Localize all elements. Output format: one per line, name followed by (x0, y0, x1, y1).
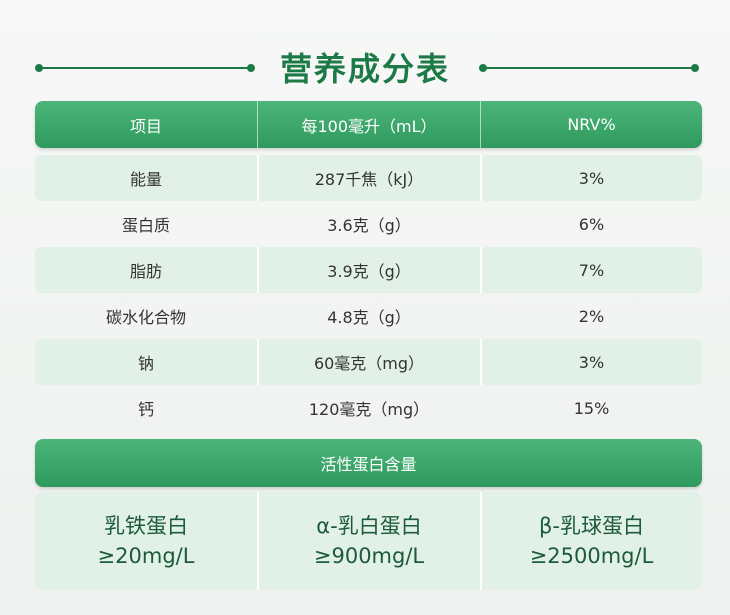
separator (480, 101, 481, 148)
table-cell: 钙 (137, 400, 154, 419)
table-cell: 4.8克（g） (327, 308, 411, 327)
column-header: 每100毫升（mL） (301, 116, 437, 136)
column-header: 项目 (129, 116, 162, 136)
separator (480, 155, 482, 201)
table-cell: 3% (578, 352, 605, 372)
separator (257, 155, 259, 201)
row-shade (35, 247, 702, 293)
table-cell: 6% (578, 214, 605, 234)
protein-amount: ≥20mg/L (97, 544, 195, 568)
separator (257, 492, 259, 590)
table-cell: 脂肪 (129, 262, 162, 281)
protein-name: 乳铁蛋白 (104, 514, 188, 538)
section-header (35, 439, 702, 487)
table-cell: 15% (573, 398, 610, 418)
section-title: 活性蛋白含量 (320, 455, 417, 474)
title-rule (39, 67, 251, 69)
protein-box (35, 492, 702, 590)
table-header (35, 101, 702, 148)
table-cell: 2% (578, 306, 605, 326)
separator (257, 339, 259, 385)
rule-dot (691, 64, 699, 72)
protein-name: α-乳白蛋白 (316, 514, 422, 538)
separator (257, 101, 258, 148)
protein-item: α-乳白蛋白 ≥900mg/L (258, 492, 480, 590)
table-cell: 碳水化合物 (105, 308, 186, 327)
title: 营养成分表 (279, 50, 450, 88)
table-cell: 287千焦（kJ） (314, 170, 424, 189)
protein-item: 乳铁蛋白 ≥20mg/L (35, 492, 257, 590)
rule-dot (247, 64, 255, 72)
row-shade (35, 155, 702, 201)
table-cell: 能量 (129, 170, 162, 189)
rule-dot (479, 64, 487, 72)
column-header: NRV% (567, 115, 616, 134)
table-cell: 蛋白质 (121, 216, 170, 235)
separator (480, 339, 482, 385)
protein-item: β-乳球蛋白 ≥2500mg/L (481, 492, 702, 590)
row-shade (35, 339, 702, 385)
separator (257, 247, 259, 293)
protein-name: β-乳球蛋白 (539, 514, 644, 538)
table-cell: 3.9克（g） (327, 262, 411, 281)
separator (480, 247, 482, 293)
rule-dot (35, 64, 43, 72)
table-cell: 60毫克（mg） (313, 354, 425, 373)
table-cell: 钠 (137, 354, 154, 373)
table-cell: 120毫克（mg） (308, 400, 430, 419)
table-cell: 3.6克（g） (327, 216, 411, 235)
separator (480, 492, 482, 590)
protein-amount: ≥2500mg/L (529, 544, 654, 568)
table-cell: 7% (578, 260, 605, 280)
protein-amount: ≥900mg/L (313, 544, 425, 568)
table-cell: 3% (578, 168, 605, 188)
title-rule (483, 67, 695, 69)
